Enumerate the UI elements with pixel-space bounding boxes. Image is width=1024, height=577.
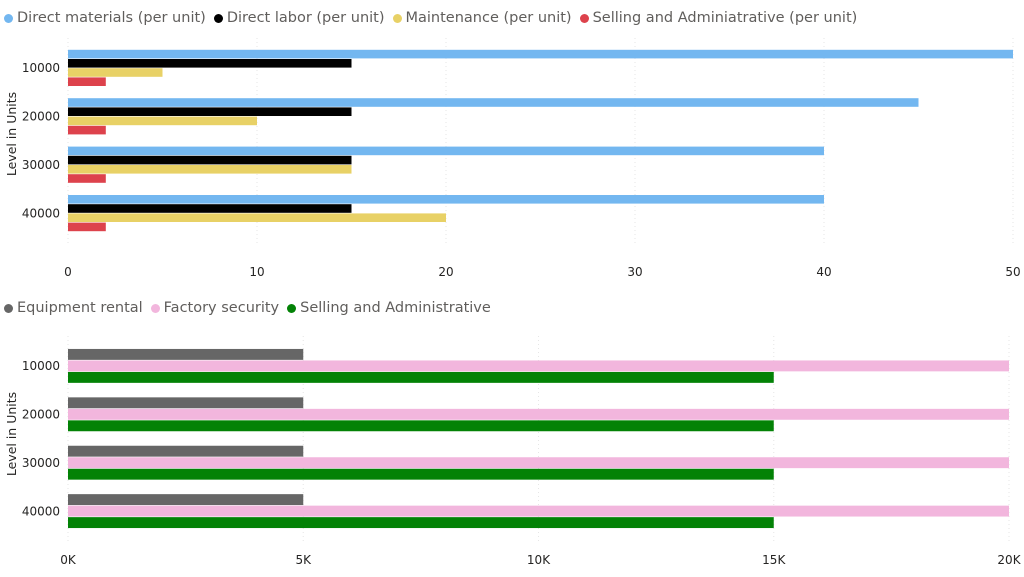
fixed-bar-selling-and-administrative-40000[interactable] bbox=[68, 517, 774, 529]
unit-bar-direct-labor-per-unit-20000[interactable] bbox=[68, 107, 352, 116]
unit-costs-legend: Direct materials (per unit) Direct labor … bbox=[4, 10, 857, 26]
legend-item-direct-materials-per-unit[interactable]: Direct materials (per unit) bbox=[4, 10, 206, 26]
unit-bar-maintenance-per-unit-30000[interactable] bbox=[68, 165, 352, 174]
unit-bar-maintenance-per-unit-10000[interactable] bbox=[68, 68, 163, 77]
fixed-bar-selling-and-administrative-20000[interactable] bbox=[68, 420, 774, 432]
legend-swatch bbox=[4, 303, 13, 313]
fixed-y-axis-title: Level in Units bbox=[4, 392, 19, 476]
fixed-bar-selling-and-administrative-10000[interactable] bbox=[68, 371, 774, 383]
legend-item-direct-labor-per-unit[interactable]: Direct labor (per unit) bbox=[213, 10, 385, 26]
unit-costs-chart: Direct materials (per unit) Direct labor … bbox=[4, 10, 1021, 279]
fixed-bar-factory-security-40000[interactable] bbox=[68, 505, 1009, 517]
unit-y-axis-title: Level in Units bbox=[4, 92, 19, 176]
fixed-x-tick-label: 10K bbox=[527, 553, 551, 567]
unit-bar-direct-materials-per-unit-30000[interactable] bbox=[68, 146, 824, 156]
legend-label: Factory security bbox=[163, 300, 280, 316]
fixed-bar-factory-security-20000[interactable] bbox=[68, 408, 1009, 420]
legend-label: Equipment rental bbox=[17, 300, 143, 316]
fixed-costs-legend: Equipment rental Factory security Selling … bbox=[4, 300, 491, 316]
legend-label: Selling and Administrative bbox=[300, 300, 491, 316]
unit-x-tick-label: 10 bbox=[249, 265, 264, 279]
legend-item-selling-and-administrative[interactable]: Selling and Administrative bbox=[287, 300, 491, 316]
unit-x-tick-label: 20 bbox=[438, 265, 453, 279]
fixed-costs-plot: 0K 5K 10K 15K 20K Level in Units 10000 20000 300… bbox=[4, 336, 1022, 567]
fixed-costs-chart: Equipment rental Factory security Selling … bbox=[0, 290, 1024, 577]
unit-bar-selling-and-adminiatrative-per-unit-20000[interactable] bbox=[68, 125, 106, 135]
unit-bar-direct-labor-per-unit-40000[interactable] bbox=[68, 204, 352, 213]
fixed-bar-selling-and-administrative-30000[interactable] bbox=[68, 468, 774, 480]
unit-x-tick-label: 0 bbox=[64, 265, 72, 279]
unit-bar-direct-materials-per-unit-10000[interactable] bbox=[68, 49, 1013, 59]
fixed-y-category-label: 20000 bbox=[22, 408, 60, 422]
fixed-bar-factory-security-30000[interactable] bbox=[68, 457, 1009, 469]
unit-x-tick-label: 30 bbox=[627, 265, 642, 279]
legend-swatch bbox=[287, 303, 297, 313]
fixed-y-category-label: 10000 bbox=[22, 359, 60, 373]
unit-bar-selling-and-adminiatrative-per-unit-30000[interactable] bbox=[68, 174, 106, 183]
fixed-bar-factory-security-10000[interactable] bbox=[68, 360, 1009, 372]
unit-bar-selling-and-adminiatrative-per-unit-40000[interactable] bbox=[68, 222, 106, 232]
legend-swatch bbox=[579, 13, 589, 23]
unit-x-tick-label: 50 bbox=[1005, 265, 1020, 279]
unit-bar-maintenance-per-unit-40000[interactable] bbox=[68, 213, 446, 222]
fixed-x-tick-label: 15K bbox=[762, 553, 786, 567]
legend-item-selling-and-adminiatrative-per-unit[interactable]: Selling and Adminiatrative (per unit) bbox=[579, 10, 858, 26]
unit-bar-maintenance-per-unit-20000[interactable] bbox=[68, 116, 257, 126]
unit-y-category-label: 30000 bbox=[22, 158, 60, 172]
fixed-bar-equipment-rental-20000[interactable] bbox=[68, 397, 304, 409]
unit-costs-plot: 0 10 20 30 40 50 Level in Units 10000 20000 30000… bbox=[4, 38, 1021, 279]
unit-bar-direct-labor-per-unit-10000[interactable] bbox=[68, 59, 352, 68]
legend-swatch bbox=[4, 13, 13, 23]
legend-item-factory-security[interactable]: Factory security bbox=[150, 300, 280, 316]
unit-y-category-label: 20000 bbox=[22, 110, 60, 124]
unit-bar-selling-and-adminiatrative-per-unit-10000[interactable] bbox=[68, 77, 106, 86]
unit-bar-direct-labor-per-unit-30000[interactable] bbox=[68, 155, 352, 165]
unit-bar-direct-materials-per-unit-40000[interactable] bbox=[68, 195, 824, 204]
fixed-x-tick-label: 20K bbox=[997, 553, 1021, 567]
legend-label: Direct materials (per unit) bbox=[17, 10, 206, 26]
unit-y-category-label: 40000 bbox=[22, 206, 60, 220]
unit-bar-direct-materials-per-unit-20000[interactable] bbox=[68, 98, 919, 107]
unit-x-tick-label: 40 bbox=[816, 265, 831, 279]
fixed-x-tick-label: 5K bbox=[295, 553, 312, 567]
legend-swatch bbox=[150, 303, 160, 313]
unit-y-category-label: 10000 bbox=[22, 61, 60, 75]
fixed-y-category-label: 40000 bbox=[22, 504, 60, 518]
fixed-x-tick-label: 0K bbox=[60, 553, 77, 567]
legend-label: Selling and Adminiatrative (per unit) bbox=[592, 10, 858, 26]
fixed-bar-equipment-rental-10000[interactable] bbox=[68, 348, 304, 360]
fixed-bar-equipment-rental-40000[interactable] bbox=[68, 494, 304, 506]
fixed-bar-equipment-rental-30000[interactable] bbox=[68, 445, 304, 457]
legend-swatch bbox=[213, 13, 223, 23]
legend-item-maintenance-per-unit[interactable]: Maintenance (per unit) bbox=[392, 10, 572, 26]
legend-label: Maintenance (per unit) bbox=[405, 10, 572, 26]
legend-swatch bbox=[392, 13, 402, 23]
legend-label: Direct labor (per unit) bbox=[226, 10, 385, 26]
legend-item-equipment-rental[interactable]: Equipment rental bbox=[4, 300, 143, 316]
fixed-y-category-label: 30000 bbox=[22, 456, 60, 470]
